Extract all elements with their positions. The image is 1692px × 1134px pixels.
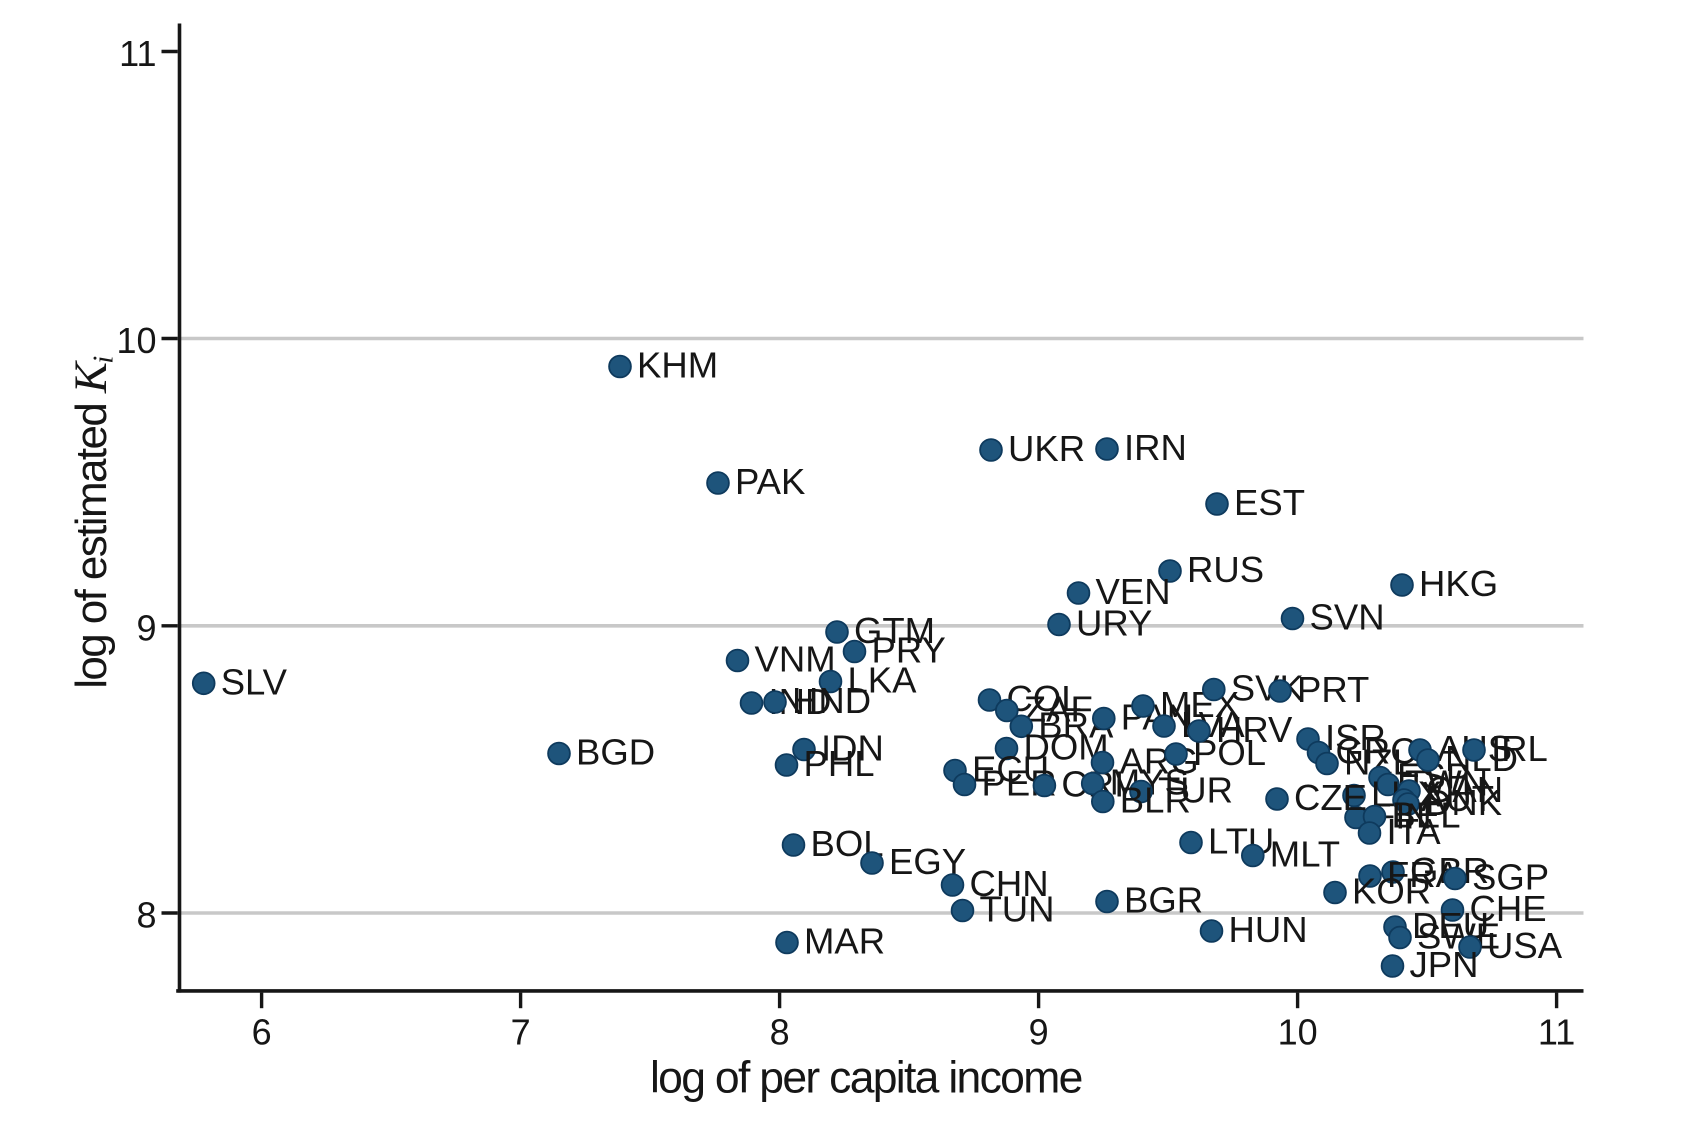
svg-text:7: 7 [511, 1011, 531, 1052]
svg-text:MEX: MEX [1160, 684, 1239, 725]
svg-text:AUT: AUT [1421, 778, 1494, 819]
svg-text:GTM: GTM [854, 610, 935, 651]
svg-text:KOR: KOR [1352, 871, 1431, 912]
svg-text:ISR: ISR [1325, 717, 1386, 758]
svg-text:VNM: VNM [755, 639, 836, 680]
svg-text:BGD: BGD [576, 732, 655, 773]
svg-text:COL: COL [1007, 678, 1082, 719]
svg-text:VEN: VEN [1096, 571, 1171, 612]
svg-text:6: 6 [252, 1011, 272, 1052]
svg-text:URY: URY [1076, 603, 1152, 644]
svg-text:UKR: UKR [1008, 428, 1085, 469]
svg-text:9: 9 [136, 607, 156, 648]
svg-text:10: 10 [1278, 1011, 1318, 1052]
svg-text:ITA: ITA [1387, 811, 1442, 852]
svg-text:IDN: IDN [821, 728, 884, 769]
svg-text:IRN: IRN [1124, 427, 1187, 468]
svg-text:CHN: CHN [970, 863, 1049, 904]
svg-text:CAN: CAN [1426, 769, 1503, 810]
svg-text:8: 8 [136, 895, 156, 936]
svg-text:JPN: JPN [1410, 944, 1479, 985]
svg-text:IRL: IRL [1491, 728, 1548, 769]
svg-text:RUS: RUS [1187, 549, 1264, 590]
svg-text:ZAF: ZAF [1024, 689, 1093, 730]
svg-text:BGR: BGR [1124, 880, 1203, 921]
svg-text:PRT: PRT [1297, 669, 1369, 710]
svg-text:GRC: GRC [1336, 731, 1417, 772]
svg-text:9: 9 [1029, 1011, 1049, 1052]
svg-text:log of estimated Ki: log of estimated Ki [66, 356, 120, 689]
svg-text:CHE: CHE [1470, 888, 1547, 929]
svg-text:10: 10 [116, 320, 156, 361]
svg-text:DNK: DNK [1425, 782, 1502, 823]
svg-text:HRV: HRV [1216, 709, 1293, 750]
svg-text:SLV: SLV [221, 661, 288, 702]
svg-text:11: 11 [119, 33, 156, 74]
svg-text:8: 8 [770, 1011, 790, 1052]
svg-text:SVN: SVN [1310, 597, 1385, 638]
svg-text:TUN: TUN [980, 889, 1055, 930]
svg-text:SVK: SVK [1231, 668, 1304, 709]
svg-text:BEL: BEL [1392, 795, 1461, 836]
svg-text:PHL: PHL [804, 743, 875, 784]
svg-text:HKG: HKG [1419, 563, 1498, 604]
svg-text:log of per capita income: log of per capita income [650, 1054, 1082, 1103]
svg-text:HUN: HUN [1229, 909, 1308, 950]
svg-text:SGP: SGP [1472, 857, 1549, 898]
svg-text:LKA: LKA [848, 660, 918, 701]
svg-text:USA: USA [1487, 925, 1563, 966]
svg-text:TUR: TUR [1158, 770, 1233, 811]
svg-text:HND: HND [792, 680, 871, 721]
svg-text:BLR: BLR [1120, 780, 1191, 821]
svg-text:MAR: MAR [804, 921, 885, 962]
svg-text:PRY: PRY [872, 630, 946, 671]
svg-text:KHM: KHM [637, 345, 718, 386]
svg-text:CZE: CZE [1294, 777, 1367, 818]
svg-text:MLT: MLT [1270, 834, 1340, 875]
svg-text:EST: EST [1234, 482, 1305, 523]
svg-text:PAK: PAK [735, 461, 805, 502]
svg-text:11: 11 [1538, 1011, 1575, 1052]
